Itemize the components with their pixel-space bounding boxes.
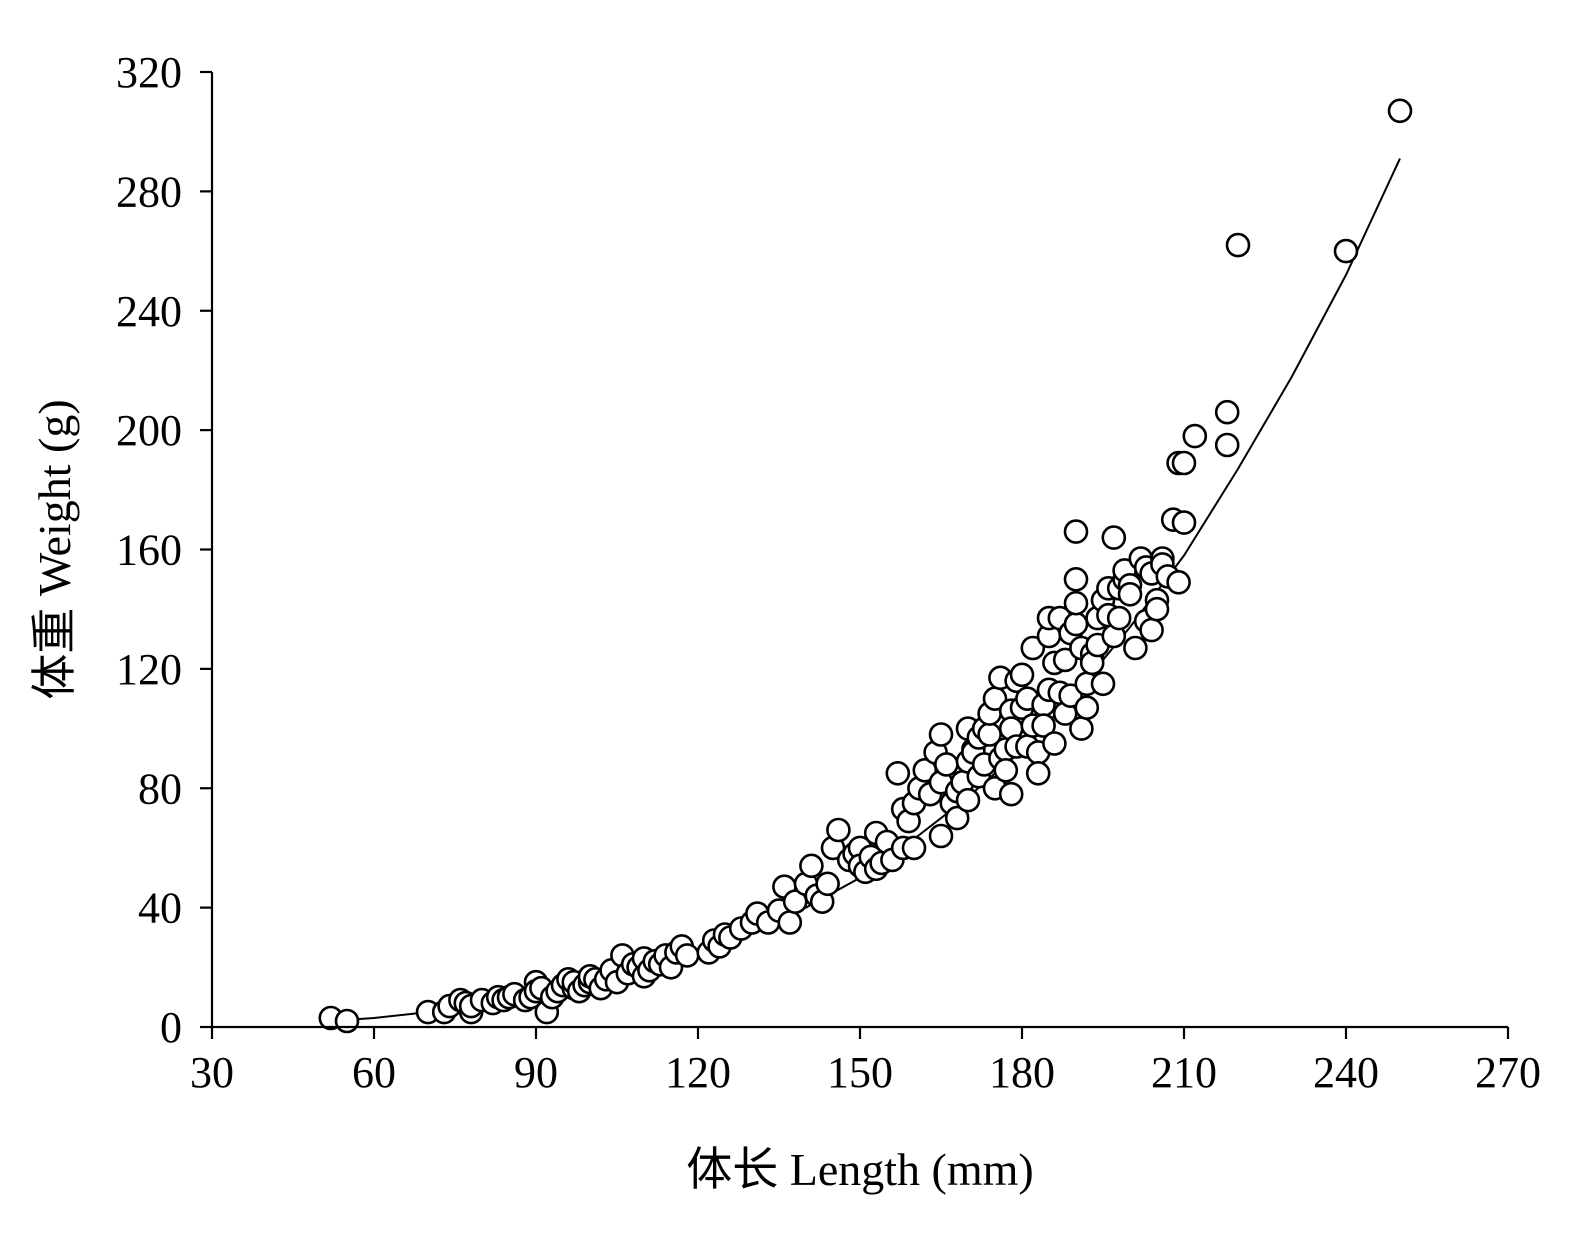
y-tick-label: 40 xyxy=(138,884,182,933)
data-point xyxy=(1171,510,1197,535)
data-point xyxy=(1052,647,1078,673)
data-point xyxy=(934,752,959,777)
data-point xyxy=(1069,716,1094,741)
data-point xyxy=(1182,423,1208,449)
data-point xyxy=(944,805,970,831)
y-tick-label: 240 xyxy=(116,287,182,336)
data-point xyxy=(1387,98,1413,124)
data-point xyxy=(1063,519,1089,544)
y-tick-label: 160 xyxy=(116,526,182,575)
data-point xyxy=(928,823,954,849)
data-point xyxy=(1074,695,1100,721)
data-point xyxy=(955,787,981,813)
y-tick-label: 80 xyxy=(138,764,182,813)
data-point xyxy=(1063,590,1089,616)
data-point xyxy=(1058,683,1083,709)
data-points-layer xyxy=(318,98,1413,1034)
data-point xyxy=(1031,713,1056,738)
data-point xyxy=(901,835,927,861)
x-tick-label: 60 xyxy=(352,1048,396,1097)
data-point xyxy=(1139,617,1164,643)
data-point xyxy=(1025,760,1051,786)
y-axis-title: 体重 Weight (g) xyxy=(29,399,80,699)
x-axis-title: 体长 Length (mm) xyxy=(686,1144,1034,1195)
data-point xyxy=(1171,450,1197,476)
data-point xyxy=(1144,596,1170,622)
y-tick-label: 280 xyxy=(116,167,182,216)
fit-curve-line xyxy=(330,158,1401,1022)
data-point xyxy=(1123,635,1148,661)
data-point xyxy=(885,760,911,786)
data-point xyxy=(1106,605,1132,631)
data-point xyxy=(777,910,803,935)
data-point xyxy=(993,757,1019,783)
y-tick-label: 200 xyxy=(116,406,182,455)
data-point xyxy=(998,781,1024,807)
labels-layer: 30 60 90 120 150 180 210 240 270 0 40 80 120 160 200 24… xyxy=(29,48,1541,1195)
x-tick-label: 90 xyxy=(514,1048,558,1097)
data-point xyxy=(1042,731,1067,756)
data-point xyxy=(1214,432,1240,458)
x-tick-label: 30 xyxy=(190,1048,234,1097)
y-tick-label: 120 xyxy=(116,645,182,694)
data-point xyxy=(1101,525,1127,550)
data-point xyxy=(1225,232,1251,258)
data-point xyxy=(1333,238,1359,264)
data-point xyxy=(1166,569,1191,595)
data-point xyxy=(334,1008,360,1034)
data-point xyxy=(1214,399,1240,425)
data-point xyxy=(674,943,700,968)
data-point xyxy=(1117,581,1143,607)
data-point xyxy=(1009,662,1035,688)
fit-curve-layer xyxy=(330,158,1401,1022)
x-tick-label: 150 xyxy=(827,1048,893,1097)
x-tick-label: 180 xyxy=(989,1048,1055,1097)
axes-layer xyxy=(200,70,1510,1039)
x-tick-label: 270 xyxy=(1475,1048,1541,1097)
x-tick-label: 240 xyxy=(1313,1048,1379,1097)
data-point xyxy=(1020,635,1046,661)
data-point xyxy=(1063,611,1089,637)
data-point xyxy=(799,853,824,879)
data-point xyxy=(815,871,840,897)
data-point xyxy=(928,722,954,747)
data-point xyxy=(826,817,851,843)
data-point xyxy=(1063,566,1089,592)
x-tick-label: 210 xyxy=(1151,1048,1217,1097)
x-tick-label: 120 xyxy=(665,1048,731,1097)
y-tick-label: 320 xyxy=(116,48,182,97)
y-tick-label: 0 xyxy=(160,1003,182,1052)
data-point xyxy=(1090,671,1116,697)
